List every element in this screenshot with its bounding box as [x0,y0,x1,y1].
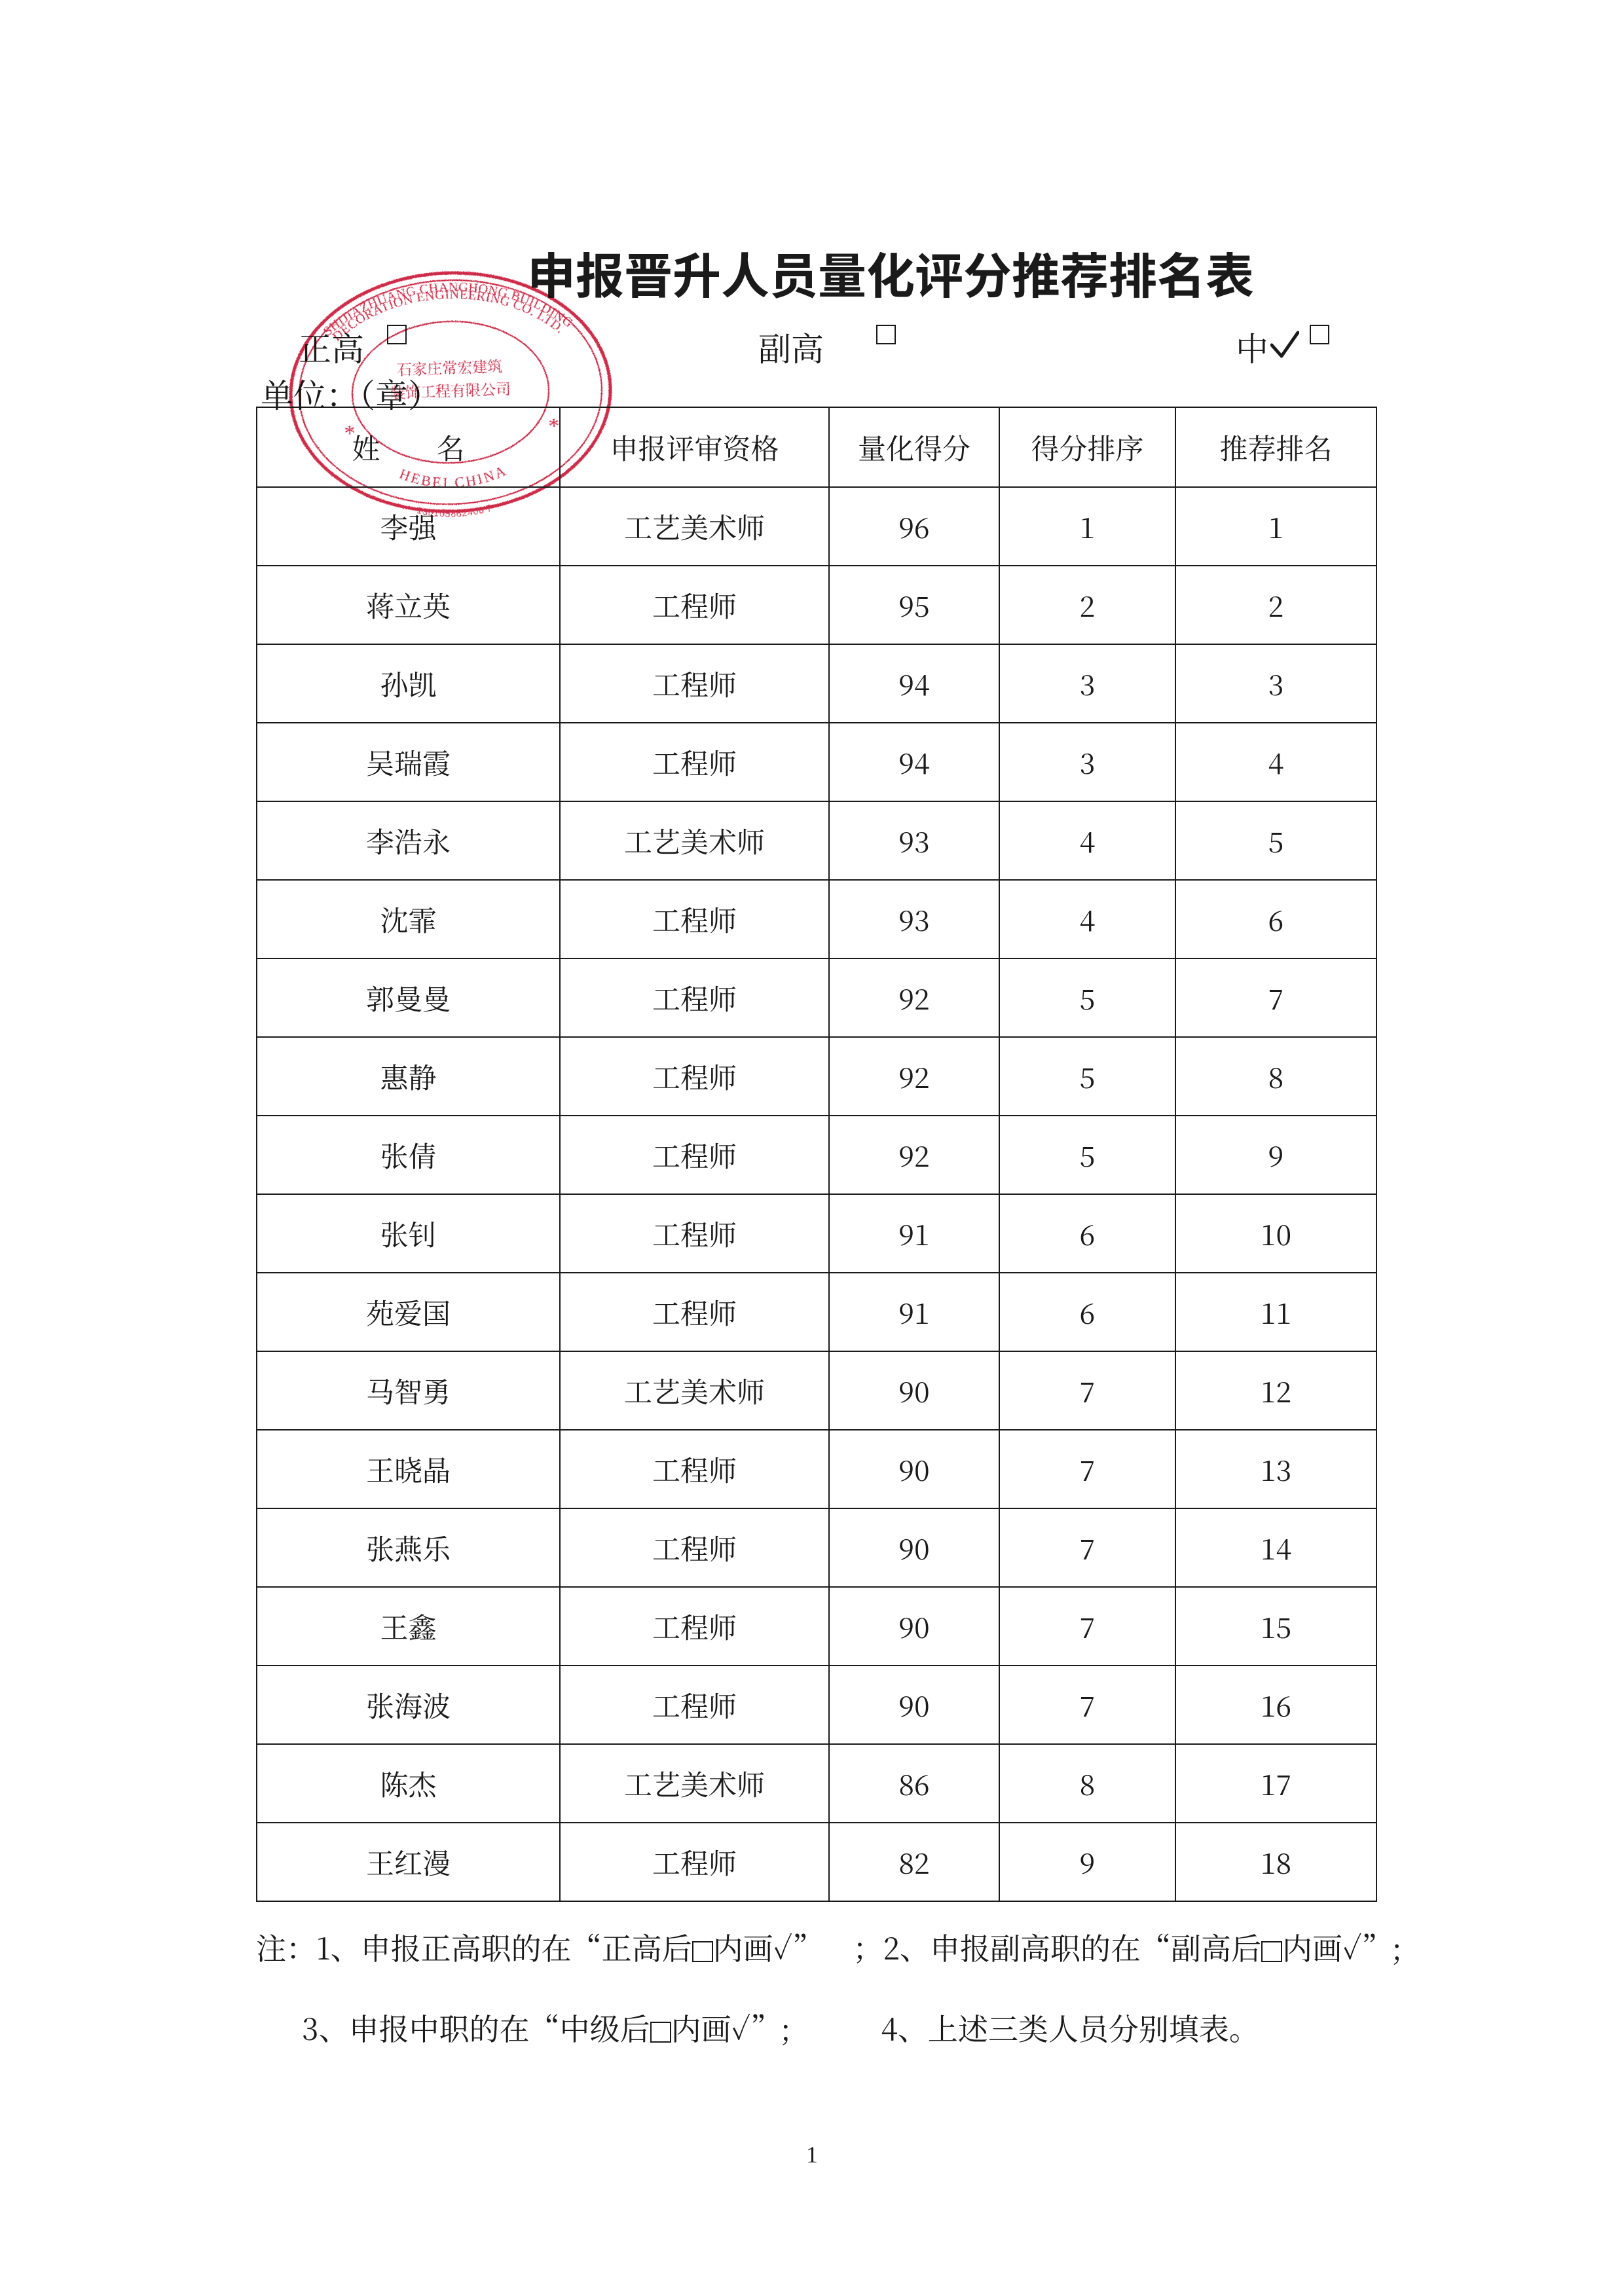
svg-text:装饰工程有限公司: 装饰工程有限公司 [390,377,511,403]
svg-text:石家庄常宏建筑: 石家庄常宏建筑 [397,354,503,380]
